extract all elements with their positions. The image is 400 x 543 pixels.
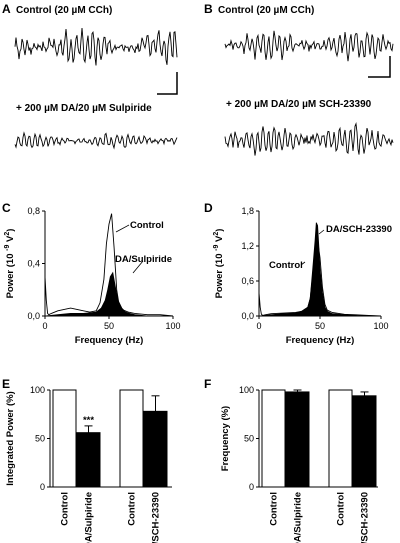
- y-label-unit: V: [5, 235, 16, 245]
- panel-label-e: E: [2, 377, 10, 391]
- x-tick-label: 50: [315, 321, 325, 331]
- y-tick-label: 0,0: [241, 311, 254, 321]
- y-tick-label: 1,2: [241, 241, 254, 251]
- y-label-main: Power (10: [5, 251, 16, 299]
- y-tick-label: 0: [40, 482, 45, 492]
- trace-a-drug-title: + 200 µM DA/20 µM Sulpiride: [16, 103, 152, 114]
- y-tick-label: 0,0: [27, 311, 40, 321]
- bar-chart-e: Control DA/Sulpiride Control DA/SCH-23390 **…: [5, 385, 172, 543]
- spectrum-chart-c: 0 50 100 0,0 0,4 0,8 Frequency (Hz) Power (10 -…: [4, 206, 181, 346]
- y-tick-label: 0: [249, 482, 254, 492]
- bar-chart-f: Control DA/Sulpiride Control DA/SCH-23390 0 5…: [220, 385, 378, 543]
- x-tick-label: 0: [256, 321, 261, 331]
- panel-label-f: F: [204, 377, 211, 391]
- y-tick-label: 100: [30, 385, 45, 395]
- y-tick-label: 0,4: [27, 259, 40, 269]
- series-annotation: Control: [269, 260, 303, 271]
- bar: [143, 410, 168, 488]
- y-label-main: Power (10: [214, 251, 225, 299]
- bar: [352, 395, 377, 488]
- series-annotation: DA/Sulpiride: [115, 254, 172, 265]
- spectrum-chart-d: 0 50 100 0,0 0,6 1,2 1,8 Frequency (Hz) Power (1…: [213, 206, 392, 346]
- category-label: DA/Sulpiride: [84, 492, 95, 543]
- annotation-leader: [300, 261, 306, 266]
- y-label-unit-exp: 2: [213, 232, 220, 236]
- panel-label-c: C: [2, 201, 11, 215]
- significance-marker: ***: [83, 415, 94, 426]
- trace-a-control: [14, 27, 178, 66]
- x-tick-label: 100: [373, 321, 388, 331]
- series-panelC-0: [44, 213, 174, 317]
- y-tick-label: 50: [244, 434, 254, 444]
- bar: [119, 389, 144, 488]
- trace-b-drug-title: + 200 µM DA/20 µM SCH-23390: [226, 99, 372, 110]
- trace-a-drug: [14, 131, 178, 150]
- x-tick-label: 100: [165, 321, 180, 331]
- y-tick-label: 0,8: [27, 206, 40, 216]
- y-label-exp: -9: [4, 245, 11, 251]
- panel-label-d: D: [204, 201, 213, 215]
- scale-bar-b: [368, 56, 391, 78]
- series-annotation: DA/SCH-23390: [326, 224, 392, 235]
- y-label-close: ): [5, 229, 16, 232]
- annotation-leader: [318, 229, 325, 235]
- y-axis-label: Power (10 -9 V2): [213, 229, 225, 299]
- y-tick-label: 50: [35, 434, 45, 444]
- annotation-leader: [132, 260, 144, 274]
- category-label: DA/SCH-23390: [360, 492, 371, 543]
- category-label: Control: [269, 492, 280, 526]
- category-label: Control: [127, 492, 138, 526]
- annotation-leader: [115, 224, 130, 233]
- y-label-unit: V: [214, 235, 225, 245]
- x-axis-label: Frequency (Hz): [75, 335, 144, 346]
- scale-bar-a: [157, 72, 178, 95]
- category-label: DA/SCH-23390: [151, 492, 162, 543]
- trace-b-drug: [224, 122, 394, 156]
- x-tick-label: 50: [104, 321, 114, 331]
- y-label-exp: -9: [213, 245, 220, 251]
- y-axis-label: Power (10 -9 V2): [4, 229, 16, 299]
- y-tick-label: 100: [239, 385, 254, 395]
- bar: [285, 391, 310, 488]
- trace-a-control-title: Control (20 µM CCh): [16, 5, 112, 16]
- bar: [52, 389, 77, 488]
- y-axis-label: Frequency (%): [220, 406, 231, 471]
- y-tick-label: 0,6: [241, 276, 254, 286]
- trace-b-control: [224, 30, 394, 62]
- x-tick-label: 0: [42, 321, 47, 331]
- bar: [261, 389, 286, 488]
- category-label: DA/Sulpiride: [293, 492, 304, 543]
- x-axis-label: Frequency (Hz): [286, 335, 355, 346]
- panel-label-b: B: [204, 2, 213, 16]
- y-tick-label: 1,8: [241, 206, 254, 216]
- bar: [76, 432, 101, 488]
- y-axis-label: Integrated Power (%): [5, 391, 16, 486]
- y-label-close: ): [214, 229, 225, 232]
- panel-label-a: A: [2, 2, 11, 16]
- category-label: Control: [60, 492, 71, 526]
- series-panelC-1: [44, 271, 173, 317]
- series-annotation: Control: [130, 220, 164, 231]
- category-label: Control: [336, 492, 347, 526]
- y-label-unit-exp: 2: [4, 232, 11, 236]
- bar: [328, 389, 353, 488]
- series-panelD-0: [258, 240, 382, 317]
- trace-b-control-title: Control (20 µM CCh): [218, 5, 314, 16]
